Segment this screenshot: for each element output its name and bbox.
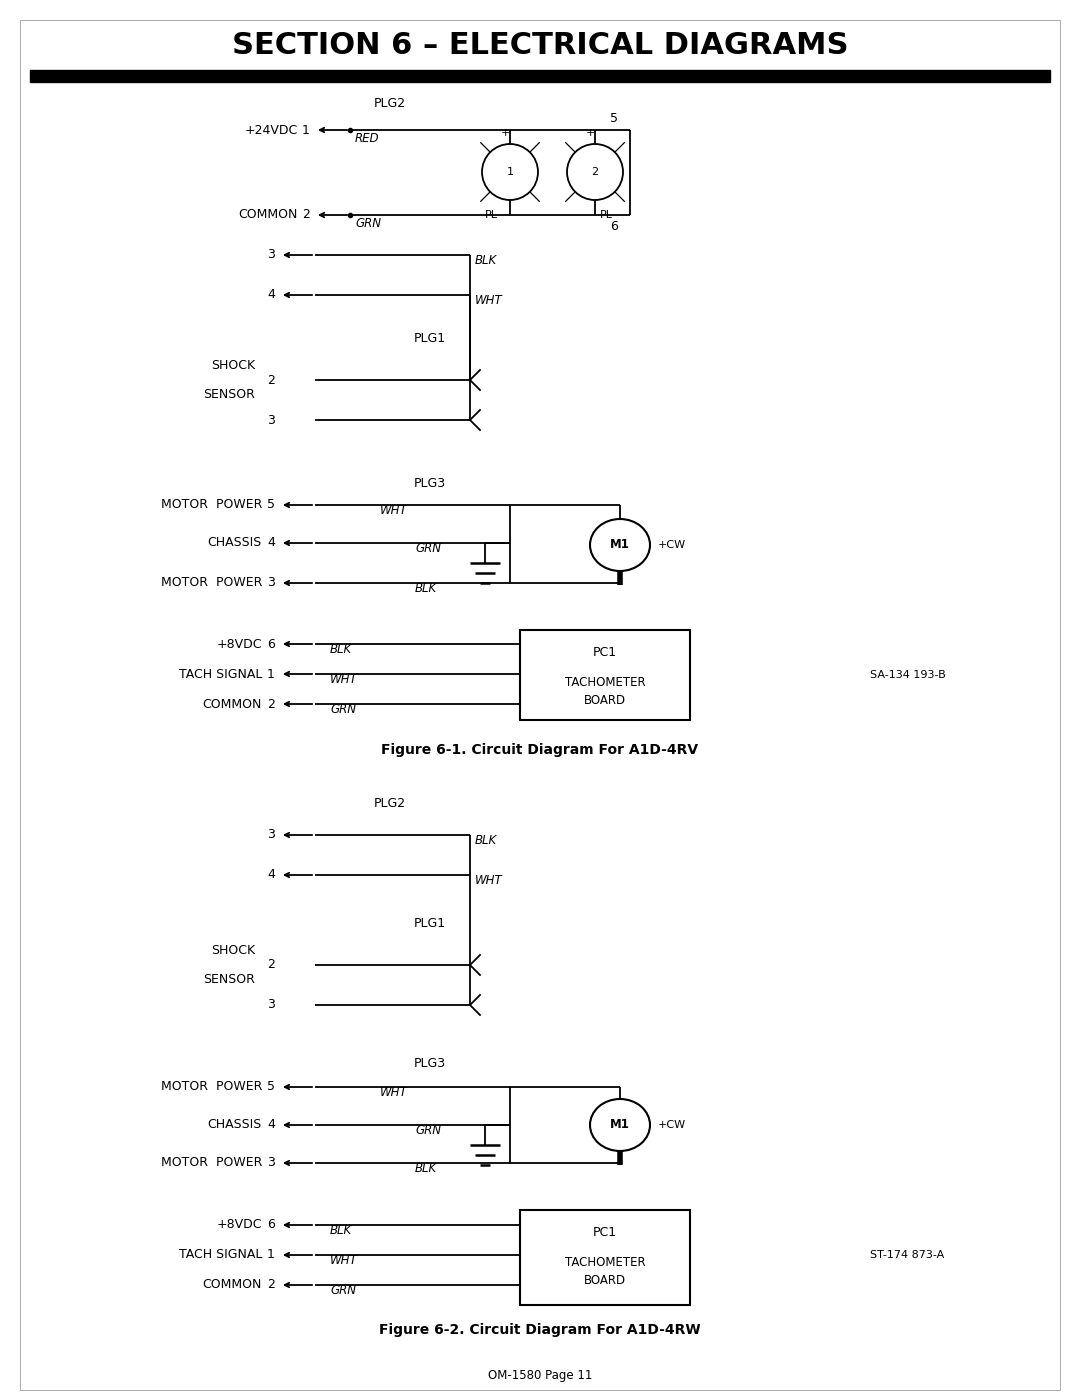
Text: RED: RED — [355, 131, 379, 145]
Text: SA-134 193-B: SA-134 193-B — [870, 671, 946, 680]
Text: TACH SIGNAL: TACH SIGNAL — [178, 668, 262, 680]
Text: 6: 6 — [267, 1218, 275, 1232]
Text: 2: 2 — [267, 697, 275, 711]
Bar — [30, 70, 1050, 82]
Text: BLK: BLK — [475, 254, 497, 267]
Text: PC1: PC1 — [593, 645, 617, 658]
Text: +8VDC: +8VDC — [216, 637, 262, 651]
Text: SENSOR: SENSOR — [203, 388, 255, 401]
Text: SENSOR: SENSOR — [203, 972, 255, 986]
Text: 2: 2 — [267, 958, 275, 971]
Text: COMMON: COMMON — [239, 208, 298, 222]
Text: GRN: GRN — [415, 1125, 441, 1137]
Text: 3: 3 — [267, 577, 275, 590]
Text: GRN: GRN — [355, 217, 381, 231]
Text: COMMON: COMMON — [203, 1278, 262, 1291]
Text: +CW: +CW — [658, 1120, 686, 1130]
Text: MOTOR  POWER: MOTOR POWER — [161, 1157, 262, 1169]
Text: PC1: PC1 — [593, 1225, 617, 1239]
Text: M1: M1 — [610, 1119, 630, 1132]
Text: BLK: BLK — [330, 1224, 352, 1236]
Text: GRN: GRN — [415, 542, 441, 555]
Text: +8VDC: +8VDC — [216, 1218, 262, 1232]
Text: BLK: BLK — [415, 1162, 437, 1175]
Text: BOARD: BOARD — [584, 693, 626, 707]
Text: Figure 6-2. Circuit Diagram For A1D-4RW: Figure 6-2. Circuit Diagram For A1D-4RW — [379, 1323, 701, 1337]
Text: BOARD: BOARD — [584, 1274, 626, 1287]
Text: PL: PL — [485, 210, 498, 219]
Text: 6: 6 — [267, 637, 275, 651]
Text: PLG3: PLG3 — [414, 476, 446, 490]
Text: Figure 6-1. Circuit Diagram For A1D-4RV: Figure 6-1. Circuit Diagram For A1D-4RV — [381, 743, 699, 757]
Text: 3: 3 — [267, 249, 275, 261]
Text: WHT: WHT — [380, 504, 407, 517]
Text: CHASSIS: CHASSIS — [207, 1119, 262, 1132]
Text: +24VDC: +24VDC — [245, 123, 298, 137]
Text: PLG3: PLG3 — [414, 1058, 446, 1070]
Text: M1: M1 — [610, 538, 630, 552]
Text: OM-1580 Page 11: OM-1580 Page 11 — [488, 1369, 592, 1382]
Text: TACHOMETER: TACHOMETER — [565, 1256, 646, 1268]
Text: WHT: WHT — [380, 1085, 407, 1099]
Text: 4: 4 — [267, 869, 275, 882]
Bar — [519, 630, 690, 719]
Text: 3: 3 — [267, 828, 275, 841]
Text: MOTOR  POWER: MOTOR POWER — [161, 1080, 262, 1094]
Text: 1: 1 — [302, 123, 310, 137]
Text: BLK: BLK — [415, 583, 437, 595]
Text: SHOCK: SHOCK — [211, 944, 255, 957]
Text: 6: 6 — [610, 219, 618, 233]
Text: 1: 1 — [267, 1249, 275, 1261]
Text: 3: 3 — [267, 1157, 275, 1169]
Text: 2: 2 — [302, 208, 310, 222]
Text: +CW: +CW — [658, 541, 686, 550]
Text: PLG1: PLG1 — [414, 916, 446, 930]
Text: 2: 2 — [267, 373, 275, 387]
Text: 1: 1 — [267, 668, 275, 680]
Text: TACH SIGNAL: TACH SIGNAL — [178, 1249, 262, 1261]
Bar — [519, 1210, 690, 1305]
Text: GRN: GRN — [330, 1284, 356, 1296]
Text: ST-174 873-A: ST-174 873-A — [870, 1250, 944, 1260]
Text: GRN: GRN — [330, 703, 356, 717]
Text: 1: 1 — [507, 168, 513, 177]
Text: 5: 5 — [267, 1080, 275, 1094]
Text: 3: 3 — [267, 414, 275, 426]
Text: 2: 2 — [267, 1278, 275, 1291]
Text: 2: 2 — [592, 168, 598, 177]
Text: 4: 4 — [267, 289, 275, 302]
Text: WHT: WHT — [475, 293, 502, 307]
Text: PLG1: PLG1 — [414, 332, 446, 345]
Text: MOTOR  POWER: MOTOR POWER — [161, 499, 262, 511]
Text: 4: 4 — [267, 1119, 275, 1132]
Text: SECTION 6 – ELECTRICAL DIAGRAMS: SECTION 6 – ELECTRICAL DIAGRAMS — [232, 31, 848, 60]
Text: PLG2: PLG2 — [374, 798, 406, 810]
Text: SHOCK: SHOCK — [211, 359, 255, 372]
Text: BLK: BLK — [475, 834, 497, 847]
Text: CHASSIS: CHASSIS — [207, 536, 262, 549]
Text: WHT: WHT — [330, 673, 357, 686]
Text: WHT: WHT — [330, 1255, 357, 1267]
Text: PLG2: PLG2 — [374, 96, 406, 110]
Text: +: + — [500, 129, 510, 138]
Text: COMMON: COMMON — [203, 697, 262, 711]
Text: +: + — [585, 129, 595, 138]
Text: PL: PL — [600, 210, 613, 219]
Text: 5: 5 — [610, 112, 618, 124]
Text: 4: 4 — [267, 536, 275, 549]
Text: BLK: BLK — [330, 643, 352, 657]
Text: 3: 3 — [267, 999, 275, 1011]
Text: MOTOR  POWER: MOTOR POWER — [161, 577, 262, 590]
Text: TACHOMETER: TACHOMETER — [565, 676, 646, 689]
Text: WHT: WHT — [475, 875, 502, 887]
Text: 5: 5 — [267, 499, 275, 511]
